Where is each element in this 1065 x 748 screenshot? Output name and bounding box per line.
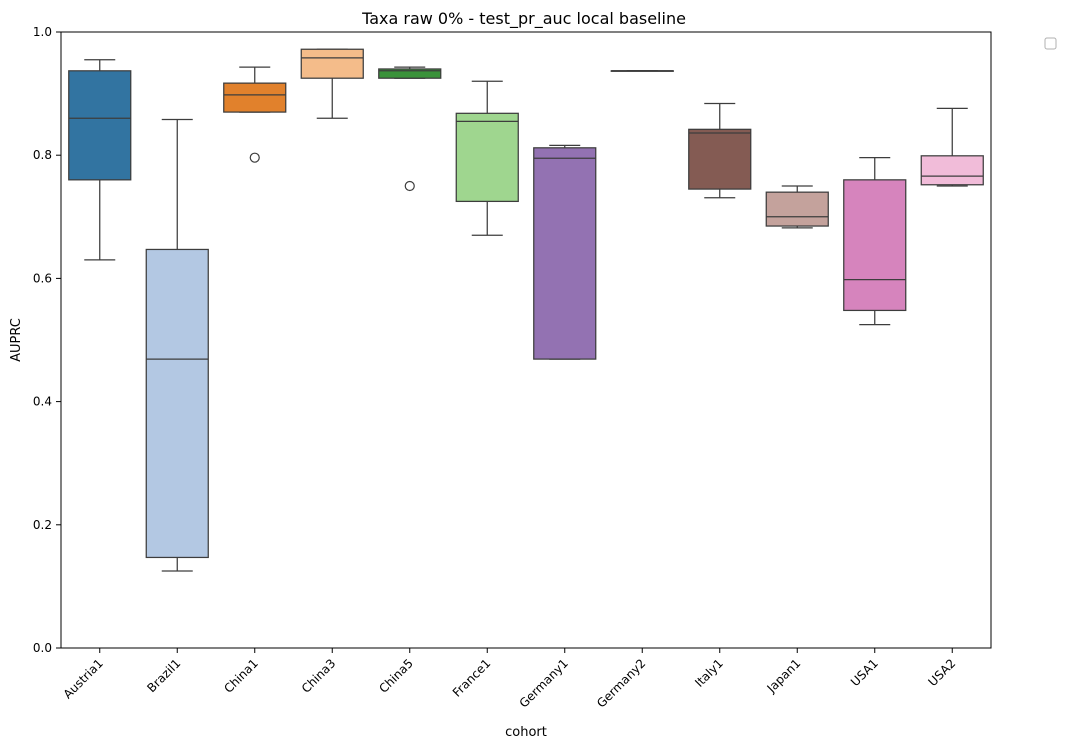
- box-usa2: [920, 107, 984, 187]
- iqr-box: [455, 112, 519, 203]
- y-tick-label: 0.8: [33, 148, 52, 162]
- iqr-box: [145, 248, 209, 559]
- iqr-box: [533, 147, 597, 360]
- x-tick-label: Italy1: [692, 656, 726, 690]
- box-germany1: [533, 144, 597, 360]
- x-tick-label: Germany1: [517, 656, 571, 710]
- box-china1: [223, 66, 287, 163]
- x-tick-label: USA2: [926, 656, 959, 689]
- outlier-point: [249, 152, 260, 163]
- chart-title: Taxa raw 0% - test_pr_auc local baseline: [361, 9, 686, 29]
- iqr-box: [300, 48, 364, 79]
- y-axis-label: AUPRC: [9, 318, 24, 362]
- x-tick-label: USA1: [848, 656, 881, 689]
- legend-empty-box: [1044, 37, 1057, 50]
- x-tick-label: France1: [450, 656, 494, 700]
- box-france1: [455, 80, 519, 236]
- iqr-box: [765, 191, 829, 227]
- box-germany2: [610, 70, 674, 72]
- y-tick-label: 0.2: [33, 518, 52, 532]
- plot-frame: [60, 31, 992, 649]
- y-axis-ticks: 0.0 0.2 0.4 0.6 0.8 1.0: [33, 25, 61, 655]
- x-tick-label: Austria1: [61, 656, 106, 701]
- box-austria1: [68, 59, 132, 261]
- y-tick-label: 0.6: [33, 271, 52, 285]
- x-tick-label: Germany2: [594, 656, 648, 710]
- box-china5: [378, 66, 442, 192]
- box-brazil1: [145, 118, 209, 572]
- iqr-box: [688, 128, 752, 190]
- iqr-box: [843, 179, 907, 312]
- outlier-point: [404, 180, 415, 192]
- x-tick-label: China1: [221, 656, 261, 696]
- x-tick-label: Japan1: [764, 656, 804, 696]
- iqr-box: [223, 82, 287, 113]
- iqr-box: [920, 155, 984, 186]
- x-tick-label: Brazil1: [144, 656, 183, 695]
- box-usa1: [843, 157, 907, 326]
- iqr-box: [68, 70, 132, 181]
- x-axis-label: cohort: [505, 725, 547, 740]
- x-axis-ticks: Austria1 Brazil1 China1 China3 China5 France1…: [61, 648, 959, 711]
- iqr-box: [378, 68, 442, 79]
- box-italy1: [688, 102, 752, 199]
- x-tick-label: China3: [299, 656, 339, 696]
- plot-area: [68, 48, 984, 572]
- y-tick-label: 0.0: [33, 641, 52, 655]
- box-china3: [300, 48, 364, 119]
- x-tick-label: China5: [376, 656, 416, 696]
- y-tick-label: 1.0: [33, 25, 52, 39]
- box-japan1: [765, 185, 829, 229]
- y-tick-label: 0.4: [33, 395, 52, 409]
